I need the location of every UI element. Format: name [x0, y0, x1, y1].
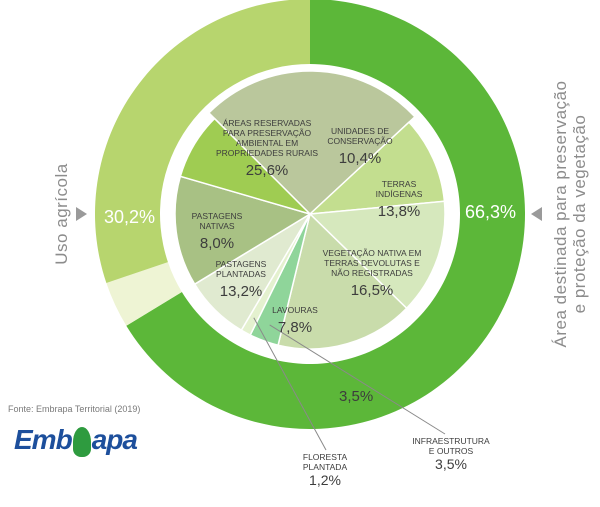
- slice-label-pastagens-plantadas: PASTAGENS PLANTADAS 13,2%: [216, 259, 267, 300]
- ext-label-floresta-plantada: FLORESTA PLANTADA 1,2%: [303, 452, 347, 488]
- slice-value: 8,0%: [199, 235, 235, 252]
- slice-value: 16,5%: [350, 282, 394, 299]
- slice-value: 7,8%: [277, 319, 313, 336]
- logo-part1: Emb: [14, 424, 73, 455]
- pie-slice-3: [277, 212, 408, 350]
- slice-label-vegetacao-nativa: VEGETAÇÃO NATIVA EM TERRAS DEVOLUTAS E N…: [323, 248, 422, 299]
- slice-name: ÁREAS RESERVADAS PARA PRESERVAÇÃO AMBIEN…: [215, 118, 319, 158]
- ring-label-agricola: 30,2%: [104, 207, 156, 227]
- slice-name: UNIDADES DE CONSERVAÇÃO: [327, 126, 393, 146]
- outer-segment-2: [95, 0, 310, 284]
- left-axis-label: Uso agrícola: [52, 163, 71, 265]
- outer-ring: [95, 0, 525, 429]
- right-label-line1: Área destinada para preservação: [551, 80, 570, 348]
- leader-floresta: [253, 317, 327, 451]
- leader-lines: [253, 317, 446, 451]
- pie-slice-1: [307, 121, 446, 215]
- outer-segment-1: [106, 262, 182, 326]
- logo-r-mark: [72, 426, 91, 457]
- outer-segment-0: [126, 0, 525, 429]
- slice-value: 25,6%: [245, 162, 289, 179]
- slice-name: VEGETAÇÃO NATIVA EM TERRAS DEVOLUTAS E N…: [322, 248, 422, 278]
- leader-infraestrutura: [269, 324, 446, 435]
- slice-name: PASTAGENS NATIVAS: [191, 211, 243, 231]
- slice-name: PASTAGENS PLANTADAS: [215, 259, 267, 279]
- slice-value: 10,4%: [338, 150, 382, 167]
- source-note: Fonte: Embrapa Territorial (2019): [8, 404, 141, 414]
- slice-label-terras-indigenas: TERRAS INDÍGENAS 13,8%: [376, 179, 423, 220]
- slice-label-pastagens-nativas: PASTAGENS NATIVAS 8,0%: [192, 211, 243, 252]
- pie-slice-0: [207, 70, 416, 216]
- slice-value: 3,5%: [435, 456, 467, 472]
- slice-name: TERRAS INDÍGENAS: [375, 179, 423, 199]
- inner-pie: [174, 70, 446, 350]
- ring-label-small: 3,5%: [339, 388, 374, 405]
- slice-label-areas-reservadas: ÁREAS RESERVADAS PARA PRESERVAÇÃO AMBIEN…: [216, 118, 318, 179]
- pie-slice-8: [179, 117, 311, 215]
- pie-slice-7: [174, 175, 312, 286]
- arrow-left-icon: [531, 207, 542, 221]
- logo-part2: apa: [91, 424, 138, 455]
- slice-value: 1,2%: [309, 472, 341, 488]
- slice-name: INFRAESTRUTURA E OUTROS: [412, 436, 490, 456]
- ring-label-preservacao: 66,3%: [465, 202, 517, 222]
- right-axis-label: Área destinada para preservação e proteç…: [551, 81, 589, 348]
- pie-slice-2: [308, 200, 446, 310]
- ext-label-infraestrutura: INFRAESTRUTURA E OUTROS 3,5%: [412, 436, 489, 472]
- arrow-right-icon: [76, 207, 87, 221]
- slice-value: 13,8%: [377, 203, 421, 220]
- slice-value: 13,2%: [219, 283, 263, 300]
- right-label-line2: e proteção da vegetação: [570, 114, 589, 314]
- slice-name: FLORESTA PLANTADA: [302, 452, 348, 472]
- slice-name: LAVOURAS: [272, 305, 318, 315]
- slice-label-unidades: UNIDADES DE CONSERVAÇÃO 10,4%: [327, 126, 392, 167]
- embrapa-logo: Emb apa: [14, 424, 138, 457]
- slice-label-lavouras: LAVOURAS 7,8%: [272, 305, 318, 336]
